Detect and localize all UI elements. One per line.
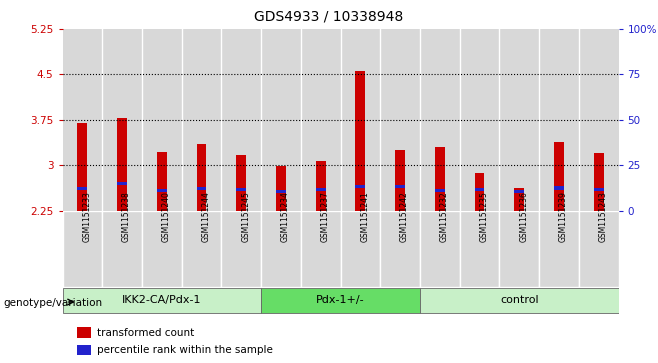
Text: GSM1151239: GSM1151239 [559, 191, 568, 242]
Bar [261, 29, 301, 211]
Bar [355, 72, 365, 211]
Bar [77, 345, 91, 355]
FancyBboxPatch shape [380, 211, 420, 287]
Bar [395, 150, 405, 211]
Bar [460, 29, 499, 211]
FancyBboxPatch shape [579, 211, 619, 287]
FancyBboxPatch shape [221, 211, 261, 287]
Text: GSM1151243: GSM1151243 [599, 191, 607, 242]
Bar [579, 29, 619, 211]
Bar [594, 188, 603, 191]
Text: transformed count: transformed count [97, 327, 194, 338]
Text: GSM1151236: GSM1151236 [519, 191, 528, 242]
Bar [474, 173, 484, 211]
FancyBboxPatch shape [341, 211, 380, 287]
FancyBboxPatch shape [420, 211, 460, 287]
Bar [236, 155, 246, 211]
Bar [301, 29, 340, 211]
Bar [515, 190, 524, 193]
Bar [236, 188, 246, 192]
Bar [474, 188, 484, 192]
Bar [77, 327, 91, 338]
FancyBboxPatch shape [420, 288, 619, 313]
Bar [197, 144, 207, 211]
Text: GDS4933 / 10338948: GDS4933 / 10338948 [255, 9, 403, 23]
Text: GSM1151233: GSM1151233 [82, 191, 91, 242]
FancyBboxPatch shape [63, 288, 261, 313]
Bar [142, 29, 182, 211]
Text: GSM1151235: GSM1151235 [480, 191, 488, 242]
Bar [316, 161, 326, 211]
Text: GSM1151244: GSM1151244 [201, 191, 211, 242]
Bar [316, 188, 326, 192]
FancyBboxPatch shape [460, 211, 499, 287]
Text: GSM1151245: GSM1151245 [241, 191, 250, 242]
Bar [63, 29, 102, 211]
FancyBboxPatch shape [182, 211, 221, 287]
Bar [78, 123, 88, 211]
Bar [341, 29, 380, 211]
Bar [221, 29, 261, 211]
Bar [117, 118, 127, 211]
Text: GSM1151232: GSM1151232 [440, 191, 449, 242]
Text: percentile rank within the sample: percentile rank within the sample [97, 345, 272, 355]
FancyBboxPatch shape [102, 211, 142, 287]
Text: GSM1151238: GSM1151238 [122, 191, 131, 242]
FancyBboxPatch shape [142, 211, 182, 287]
Bar [276, 166, 286, 211]
Bar [539, 29, 579, 211]
FancyBboxPatch shape [63, 211, 102, 287]
Bar [515, 188, 524, 211]
Text: GSM1151242: GSM1151242 [400, 191, 409, 242]
Bar [157, 152, 166, 211]
Bar [499, 29, 539, 211]
Bar [78, 187, 88, 190]
Bar [102, 29, 142, 211]
Bar [197, 187, 207, 189]
Text: IKK2-CA/Pdx-1: IKK2-CA/Pdx-1 [122, 295, 201, 305]
Text: control: control [500, 295, 538, 305]
Bar [554, 186, 564, 189]
Bar [182, 29, 221, 211]
Text: GSM1151237: GSM1151237 [320, 191, 330, 242]
FancyBboxPatch shape [539, 211, 579, 287]
Bar [380, 29, 420, 211]
Bar [276, 190, 286, 193]
Text: GSM1151240: GSM1151240 [162, 191, 171, 242]
Bar [395, 185, 405, 188]
Bar [435, 147, 445, 211]
FancyBboxPatch shape [499, 211, 539, 287]
Text: GSM1151234: GSM1151234 [281, 191, 290, 242]
Bar [554, 142, 564, 211]
Bar [435, 189, 445, 192]
Text: GSM1151241: GSM1151241 [361, 191, 369, 242]
Text: genotype/variation: genotype/variation [3, 298, 103, 308]
Bar [117, 182, 127, 185]
Text: Pdx-1+/-: Pdx-1+/- [316, 295, 365, 305]
FancyBboxPatch shape [261, 288, 420, 313]
Bar [594, 153, 603, 211]
FancyBboxPatch shape [301, 211, 341, 287]
Bar [157, 189, 166, 192]
Bar [420, 29, 460, 211]
FancyBboxPatch shape [261, 211, 301, 287]
Bar [355, 185, 365, 188]
